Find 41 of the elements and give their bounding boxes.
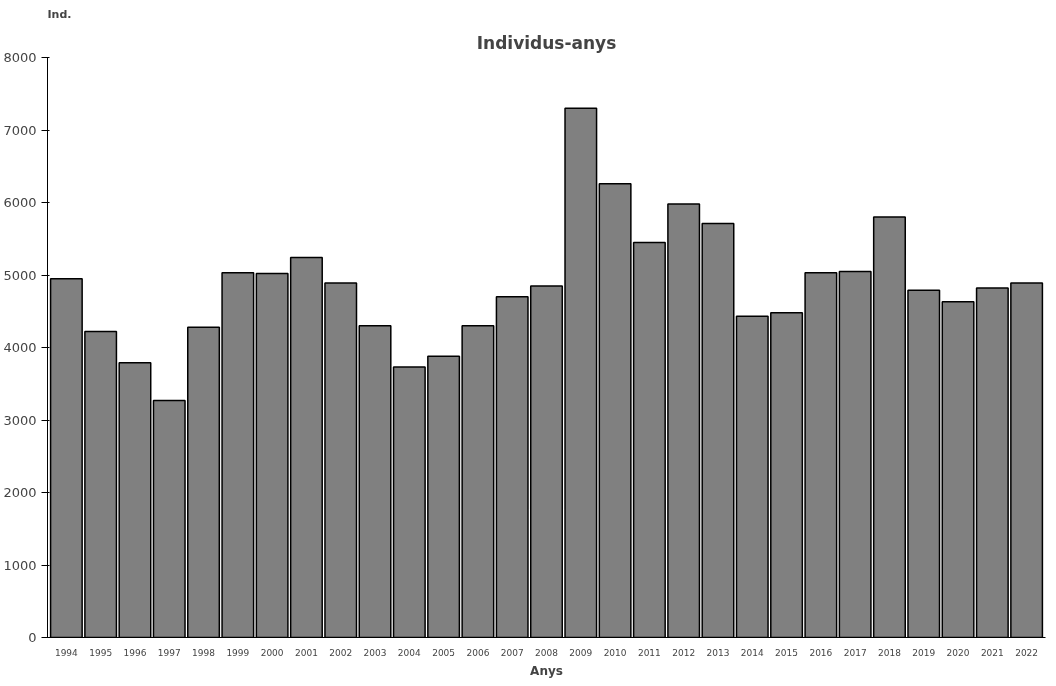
y-tick-label: 2000 [3, 485, 37, 500]
y-tick-label: 6000 [3, 195, 37, 210]
x-tick-label: 2011 [637, 647, 661, 658]
x-tick-label: 1997 [157, 647, 181, 658]
x-tick-label: 2004 [397, 647, 422, 658]
chart-title: Individus-anys [476, 32, 617, 53]
x-tick-label: 1996 [123, 647, 147, 658]
x-tick-label: 2008 [535, 647, 559, 658]
x-tick-label: 2006 [466, 647, 490, 658]
x-tick-label: 2019 [912, 647, 936, 658]
x-tick-label: 2014 [740, 647, 764, 658]
x-tick-label: 2020 [946, 647, 970, 658]
x-tick-label: 2005 [432, 647, 456, 658]
y-tick-label: 5000 [3, 267, 37, 283]
x-tick-label: 2021 [980, 647, 1004, 658]
y-tick-label: 0 [28, 630, 37, 645]
x-tick-label: 2012 [672, 647, 696, 658]
x-axis-title: Anys [530, 663, 563, 678]
x-tick-label: 2015 [775, 647, 799, 658]
y-tick-label: 4000 [3, 340, 37, 355]
x-tick-label: 1995 [89, 647, 113, 658]
x-tick-label: 2001 [294, 647, 318, 658]
x-tick-label: 2000 [260, 647, 284, 658]
y-tick-label: 1000 [3, 557, 37, 573]
x-tick-label: 2009 [569, 647, 593, 658]
y-tick-label: 8000 [3, 50, 37, 65]
x-tick-label: 2022 [1015, 647, 1039, 658]
x-tick-label: 2007 [500, 647, 524, 658]
y-tick-label: 7000 [3, 122, 37, 138]
x-tick-label: 1999 [226, 647, 250, 658]
x-tick-label: 1998 [192, 647, 216, 658]
y-axis-title: Ind. [47, 7, 72, 21]
x-tick-label: 2010 [603, 647, 627, 658]
x-tick-label: 1994 [54, 647, 79, 658]
x-tick-label: 2003 [363, 647, 387, 658]
x-tick-label: 2002 [329, 647, 353, 658]
x-tick-label: 2018 [878, 647, 902, 658]
x-tick-label: 2016 [809, 647, 833, 658]
x-tick-label: 2013 [706, 647, 730, 658]
x-tick-label: 2017 [843, 647, 867, 658]
y-tick-label: 3000 [3, 412, 37, 428]
